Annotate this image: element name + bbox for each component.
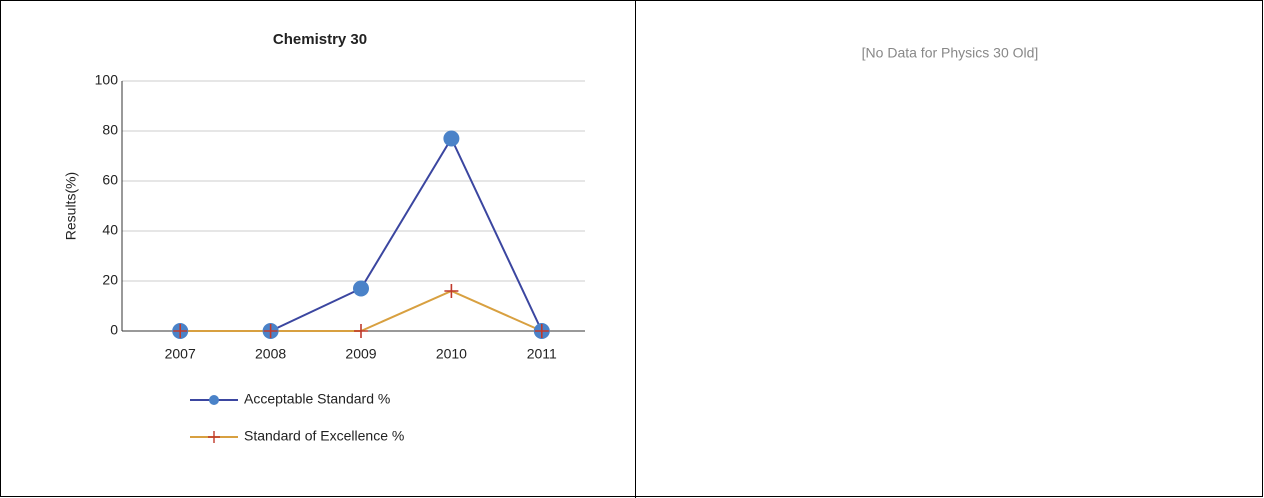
marker: [443, 130, 460, 147]
y-tick-label: 0: [110, 322, 118, 338]
no-data-message: [No Data for Physics 30 Old]: [862, 45, 1039, 61]
marker: [444, 284, 459, 298]
y-tick-label: 20: [102, 272, 118, 288]
x-tick-label: 2007: [165, 346, 196, 362]
x-tick-label: 2010: [436, 346, 467, 362]
y-tick-label: 60: [102, 172, 118, 188]
chart-title: Chemistry 30: [273, 31, 367, 48]
marker: [173, 324, 188, 338]
y-axis-label: Results(%): [63, 172, 79, 240]
legend-marker: [208, 431, 220, 443]
marker: [263, 324, 278, 338]
marker: [354, 324, 368, 338]
x-tick-label: 2008: [255, 346, 286, 362]
legend-label: Standard of Excellence %: [244, 428, 404, 444]
x-tick-label: 2011: [527, 346, 557, 362]
x-tick-label: 2009: [345, 346, 376, 362]
marker: [353, 280, 369, 297]
legend-marker: [209, 395, 219, 405]
y-tick-label: 40: [102, 222, 118, 238]
series-line: [180, 136, 543, 332]
marker: [534, 324, 549, 338]
legend-label: Acceptable Standard %: [244, 391, 390, 407]
y-tick-label: 100: [95, 72, 119, 88]
y-tick-label: 80: [102, 122, 118, 138]
